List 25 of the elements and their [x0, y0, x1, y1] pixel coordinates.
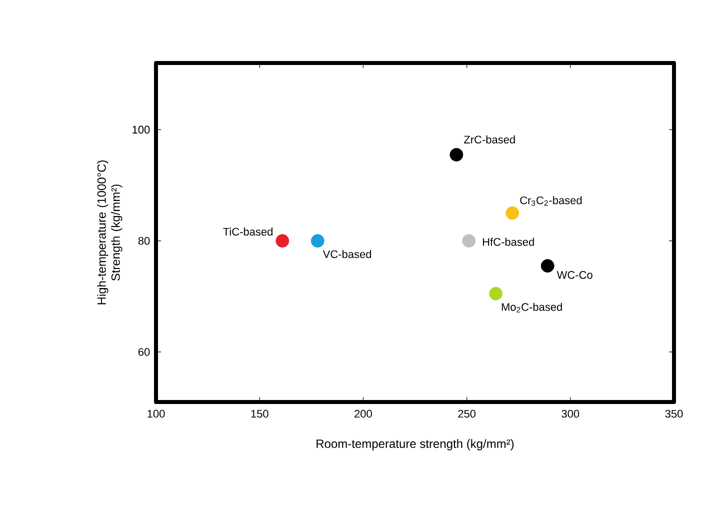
x-tick-label: 350 [665, 410, 683, 418]
x-axis-title: Room-temperature strength (kg/mm²) [316, 439, 514, 450]
y-tick-label: 80 [138, 236, 150, 245]
point [489, 286, 503, 300]
series-label: HfC-based [482, 238, 534, 246]
point [540, 259, 554, 273]
x-tick-label: 150 [251, 410, 268, 418]
x-tick-label: 300 [562, 410, 580, 418]
point [310, 234, 324, 248]
point [462, 234, 476, 248]
x-tick-label: 200 [354, 410, 372, 418]
series-label: ZrC-based [464, 135, 515, 144]
point [450, 148, 464, 162]
series-label: Cr$_{3}$C$_{2}$-based [520, 196, 582, 206]
series-label: Mo$_{2}$C-based [502, 302, 562, 312]
series-label: VC-based [322, 250, 372, 258]
y-tick-label: 60 [138, 348, 150, 356]
x-tick-label: 100 [148, 410, 165, 418]
y-tick-label: 100 [132, 126, 150, 134]
y-axis-title: High-temperature (1000°C) Strength (kg/mm²) [97, 160, 122, 304]
x-tick-label: 250 [458, 410, 476, 418]
series-label: WC-Co [556, 271, 592, 279]
series-label: TiC-based [223, 228, 272, 236]
point [276, 234, 290, 248]
point [506, 206, 520, 220]
